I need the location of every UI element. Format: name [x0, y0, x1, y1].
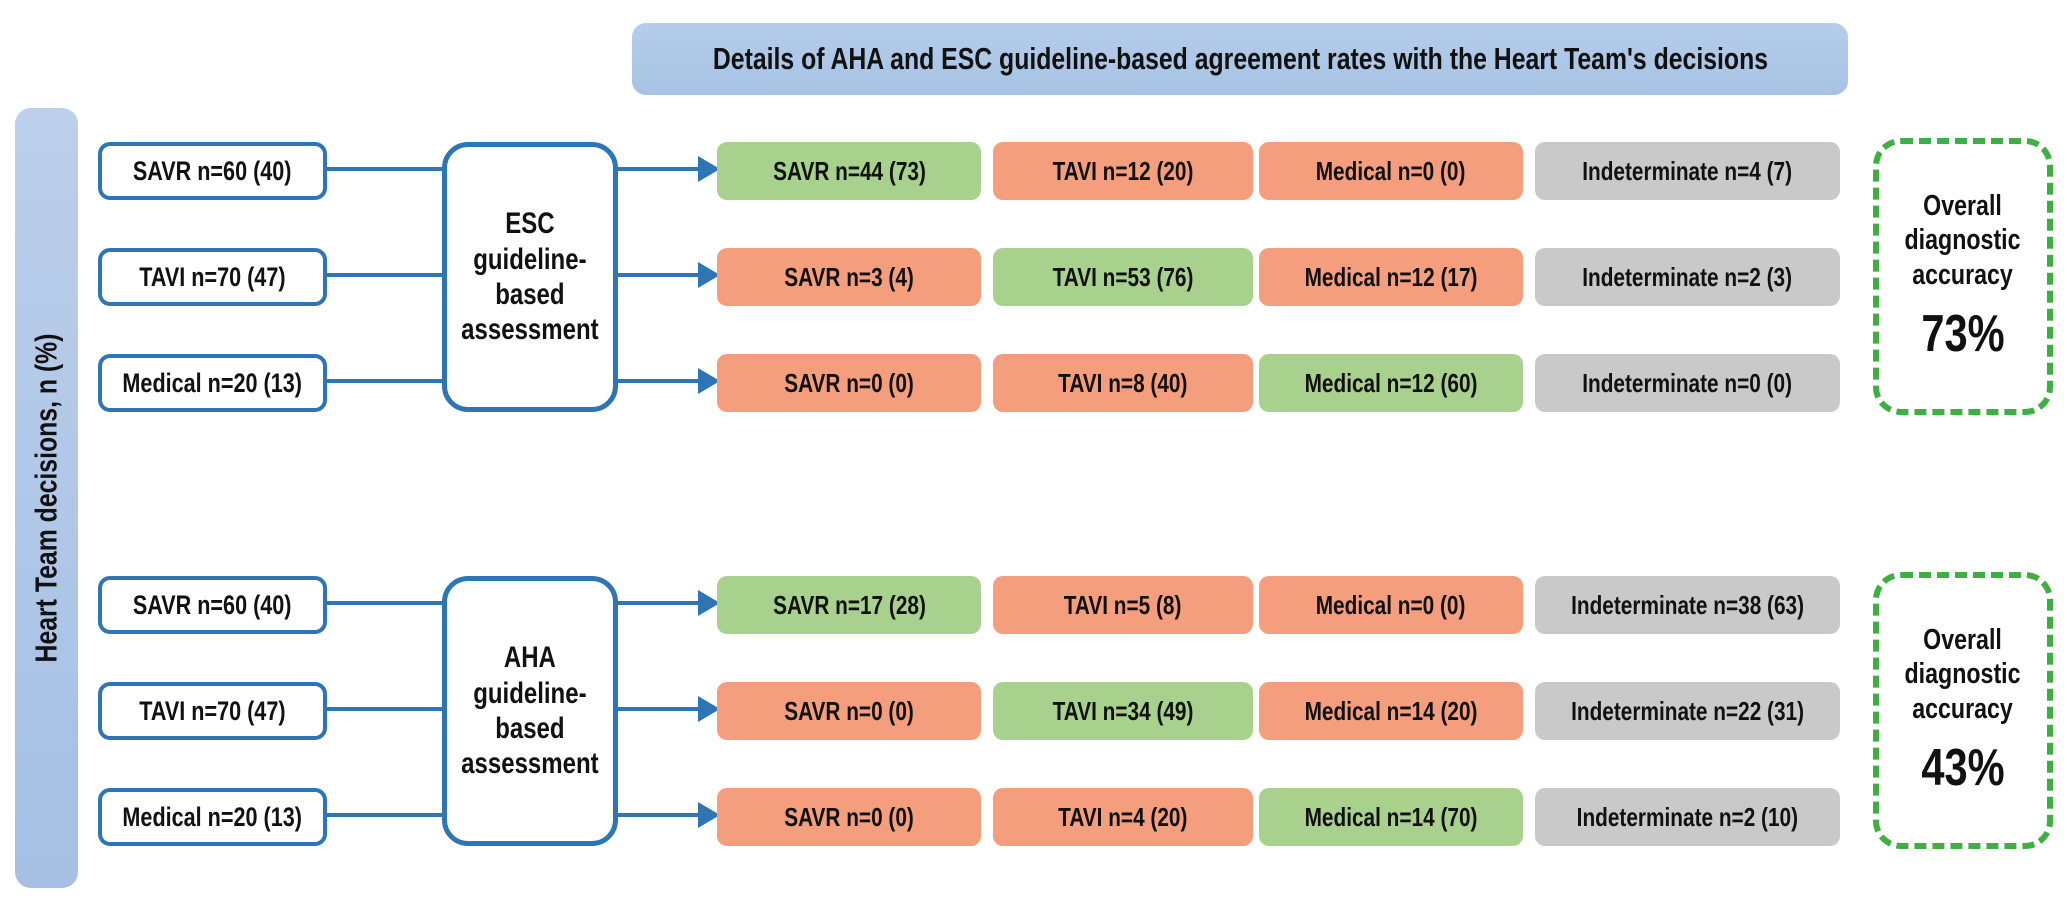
aha-input-savr: SAVR n=60 (40) — [98, 576, 327, 634]
result-cell-label: TAVI n=5 (8) — [1064, 589, 1182, 620]
result-cell-label: Medical n=14 (20) — [1304, 695, 1478, 726]
esc-input-tavi-label: TAVI n=70 (47) — [139, 261, 286, 292]
aha-input-medical: Medical n=20 (13) — [98, 788, 327, 846]
result-cell-label: TAVI n=12 (20) — [1052, 155, 1194, 186]
result-cell: Indeterminate n=4 (7) — [1535, 142, 1840, 200]
result-cell: Medical n=0 (0) — [1259, 576, 1523, 634]
result-cell: Indeterminate n=2 (3) — [1535, 248, 1840, 306]
result-cell: Indeterminate n=38 (63) — [1535, 576, 1840, 634]
arrowhead-icon — [698, 590, 720, 616]
connector-line — [325, 813, 444, 817]
result-cell-label: Medical n=12 (17) — [1304, 261, 1478, 292]
esc-input-medical: Medical n=20 (13) — [98, 354, 327, 412]
result-cell: TAVI n=4 (20) — [993, 788, 1253, 846]
arrow-line — [616, 813, 700, 817]
arrow-line — [616, 273, 700, 277]
result-cell: Medical n=14 (70) — [1259, 788, 1523, 846]
aha-input-medical-label: Medical n=20 (13) — [122, 801, 303, 832]
connector-line — [325, 379, 444, 383]
esc-assessment-label: ESC guideline- based assessment — [461, 207, 599, 347]
result-cell: TAVI n=12 (20) — [993, 142, 1253, 200]
result-cell: Medical n=0 (0) — [1259, 142, 1523, 200]
esc-overall-accuracy-box: Overall diagnostic accuracy 73% — [1873, 138, 2053, 415]
result-cell: TAVI n=8 (40) — [993, 354, 1253, 412]
result-cell-label: SAVR n=44 (73) — [772, 155, 926, 186]
arrow-line — [616, 379, 700, 383]
result-cell: TAVI n=5 (8) — [993, 576, 1253, 634]
result-cell-label: SAVR n=0 (0) — [784, 695, 914, 726]
connector-line — [325, 601, 444, 605]
result-cell-label: Medical n=14 (70) — [1304, 801, 1478, 832]
arrowhead-icon — [698, 696, 720, 722]
result-cell-label: TAVI n=34 (49) — [1052, 695, 1194, 726]
arrow-line — [616, 707, 700, 711]
aha-overall-accuracy-box: Overall diagnostic accuracy 43% — [1873, 572, 2053, 849]
connector-line — [325, 167, 444, 171]
result-cell-label: Medical n=0 (0) — [1316, 155, 1466, 186]
arrow-line — [616, 167, 700, 171]
result-cell: Medical n=14 (20) — [1259, 682, 1523, 740]
aha-section: SAVR n=60 (40) TAVI n=70 (47) Medical n=… — [0, 572, 2067, 854]
arrowhead-icon — [698, 368, 720, 394]
result-cell-label: SAVR n=17 (28) — [772, 589, 926, 620]
result-cell-label: Indeterminate n=2 (10) — [1576, 801, 1799, 832]
result-cell-label: TAVI n=53 (76) — [1052, 261, 1194, 292]
result-cell: TAVI n=34 (49) — [993, 682, 1253, 740]
connector-line — [325, 273, 444, 277]
result-cell-label: Indeterminate n=38 (63) — [1571, 589, 1804, 620]
aha-assessment-label: AHA guideline- based assessment — [461, 641, 599, 781]
aha-input-tavi: TAVI n=70 (47) — [98, 682, 327, 740]
overall-accuracy-value: 43% — [1921, 738, 2005, 797]
overall-accuracy-value: 73% — [1921, 304, 2005, 363]
result-cell: SAVR n=3 (4) — [717, 248, 981, 306]
figure-title-banner: Details of AHA and ESC guideline-based a… — [632, 23, 1848, 95]
overall-accuracy-caption: Overall diagnostic accuracy — [1904, 624, 2021, 725]
arrow-line — [616, 601, 700, 605]
result-cell-label: Indeterminate n=0 (0) — [1582, 367, 1793, 398]
esc-input-savr-label: SAVR n=60 (40) — [133, 155, 292, 186]
esc-input-tavi: TAVI n=70 (47) — [98, 248, 327, 306]
arrowhead-icon — [698, 262, 720, 288]
esc-input-savr: SAVR n=60 (40) — [98, 142, 327, 200]
result-cell: SAVR n=0 (0) — [717, 788, 981, 846]
result-cell-label: Medical n=0 (0) — [1316, 589, 1466, 620]
result-cell-label: Indeterminate n=22 (31) — [1571, 695, 1804, 726]
esc-input-medical-label: Medical n=20 (13) — [122, 367, 303, 398]
result-cell-label: SAVR n=3 (4) — [784, 261, 914, 292]
result-cell-label: SAVR n=0 (0) — [784, 367, 914, 398]
result-cell: SAVR n=0 (0) — [717, 354, 981, 412]
aha-input-savr-label: SAVR n=60 (40) — [133, 589, 292, 620]
result-cell: Indeterminate n=2 (10) — [1535, 788, 1840, 846]
heart-team-decisions-bar: Heart Team decisions, n (%) — [15, 108, 78, 888]
esc-assessment-box: ESC guideline- based assessment — [442, 142, 618, 412]
result-cell-label: Medical n=12 (60) — [1304, 367, 1478, 398]
result-cell-label: TAVI n=8 (40) — [1058, 367, 1188, 398]
esc-section: SAVR n=60 (40) TAVI n=70 (47) Medical n=… — [0, 138, 2067, 420]
result-cell-label: Indeterminate n=4 (7) — [1582, 155, 1793, 186]
result-cell: Medical n=12 (60) — [1259, 354, 1523, 412]
aha-assessment-box: AHA guideline- based assessment — [442, 576, 618, 846]
overall-accuracy-caption: Overall diagnostic accuracy — [1904, 190, 2021, 291]
result-cell-label: Indeterminate n=2 (3) — [1582, 261, 1793, 292]
result-cell-label: SAVR n=0 (0) — [784, 801, 914, 832]
result-cell: Indeterminate n=22 (31) — [1535, 682, 1840, 740]
result-cell: TAVI n=53 (76) — [993, 248, 1253, 306]
arrowhead-icon — [698, 802, 720, 828]
figure-title: Details of AHA and ESC guideline-based a… — [712, 41, 1768, 76]
connector-line — [325, 707, 444, 711]
result-cell: SAVR n=17 (28) — [717, 576, 981, 634]
result-cell: SAVR n=0 (0) — [717, 682, 981, 740]
result-cell: SAVR n=44 (73) — [717, 142, 981, 200]
aha-input-tavi-label: TAVI n=70 (47) — [139, 695, 286, 726]
result-cell: Medical n=12 (17) — [1259, 248, 1523, 306]
arrowhead-icon — [698, 156, 720, 182]
result-cell: Indeterminate n=0 (0) — [1535, 354, 1840, 412]
result-cell-label: TAVI n=4 (20) — [1058, 801, 1188, 832]
